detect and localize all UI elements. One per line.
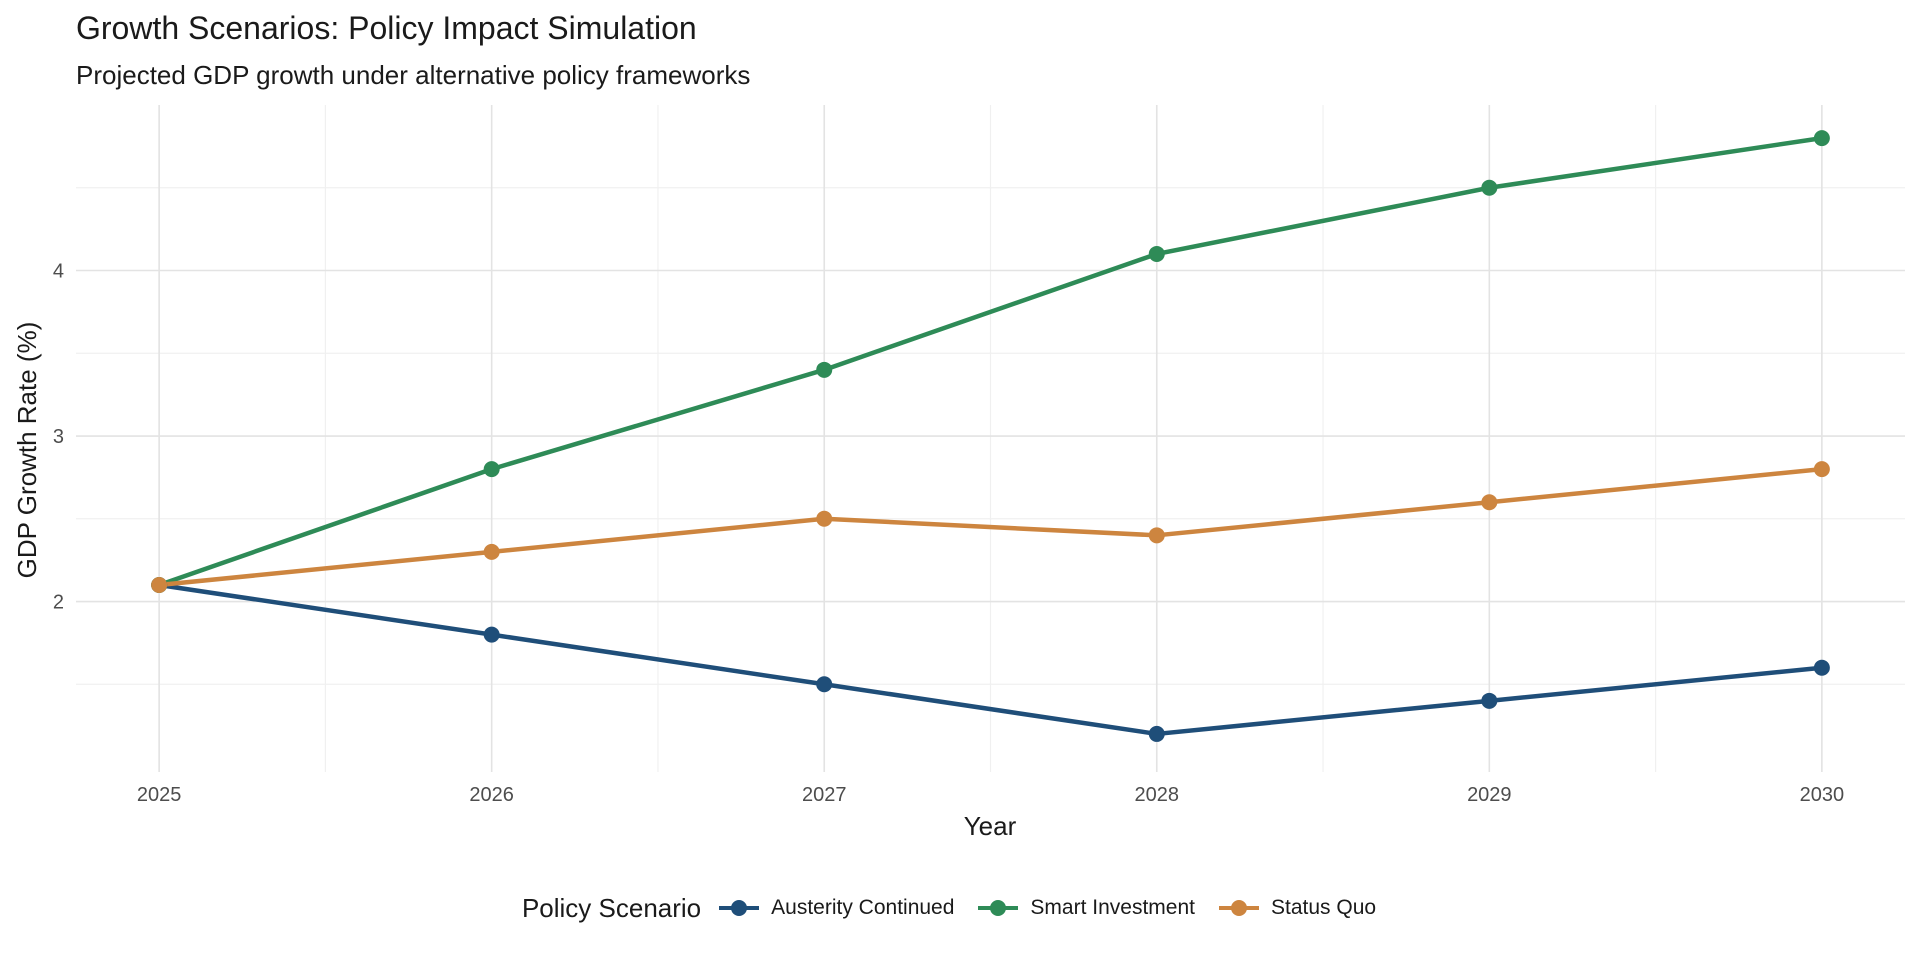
legend-label: Status Quo (1270, 896, 1377, 919)
x-tick-label: 2028 (1135, 784, 1180, 806)
data-point-1-1 (483, 461, 500, 478)
y-axis-title: GDP Growth Rate (%) (12, 322, 42, 579)
legend-title: Policy Scenario (521, 892, 702, 923)
x-tick-label: 2029 (1467, 784, 1512, 806)
plot-area: 2025 2026 2027 2028 2029 2030 2 3 4 Year GDP Gro… (12, 105, 1905, 841)
data-point-1-5 (1813, 130, 1830, 147)
chart-subtitle: Projected GDP growth under alternative p… (76, 60, 751, 90)
data-point-1-2 (816, 361, 833, 378)
data-point-2-1 (483, 543, 500, 560)
x-axis-title: Year (964, 811, 1017, 841)
data-point-0-2 (816, 676, 833, 693)
legend-label: Austerity Continued (771, 896, 955, 919)
legend-item-smart-investment: Smart Investment (976, 896, 1195, 920)
x-tick-label: 2025 (137, 784, 182, 806)
data-point-0-5 (1813, 659, 1830, 676)
legend-key-status-quo (1218, 900, 1259, 916)
legend-item-austerity-continued: Austerity Continued (717, 896, 954, 920)
y-tick-label: 4 (53, 261, 64, 283)
data-point-0-1 (483, 626, 500, 643)
data-point-2-5 (1813, 461, 1830, 478)
x-tick-label: 2027 (802, 784, 847, 806)
legend-key-austerity-continued (719, 900, 760, 916)
legend-label: Smart Investment (1030, 896, 1195, 919)
data-point-2-0 (151, 576, 168, 593)
y-tick-label: 2 (53, 592, 64, 614)
data-point-2-4 (1481, 494, 1498, 511)
legend-key-smart-investment (978, 900, 1019, 916)
data-point-0-4 (1481, 692, 1498, 709)
y-tick-label: 3 (53, 426, 64, 448)
data-point-2-3 (1148, 527, 1165, 544)
series-line-1 (156, 135, 1825, 588)
data-point-2-2 (816, 510, 833, 527)
series-line-0 (156, 582, 1825, 737)
x-tick-label: 2030 (1800, 784, 1845, 806)
chart-title: Growth Scenarios: Policy Impact Simulati… (76, 10, 697, 46)
series-layer (151, 130, 1830, 742)
data-point-1-3 (1148, 245, 1165, 262)
legend-item-status-quo: Status Quo (1217, 896, 1376, 920)
grid-lines (76, 105, 1905, 772)
legend: Policy Scenario Austerity Continued Smar… (0, 888, 1920, 928)
data-point-1-4 (1481, 179, 1498, 196)
x-tick-label: 2026 (469, 784, 514, 806)
data-point-0-3 (1148, 725, 1165, 742)
series-line-2 (156, 466, 1825, 588)
tick-labels: 2025 2026 2027 2028 2029 2030 2 3 4 (53, 261, 1844, 806)
